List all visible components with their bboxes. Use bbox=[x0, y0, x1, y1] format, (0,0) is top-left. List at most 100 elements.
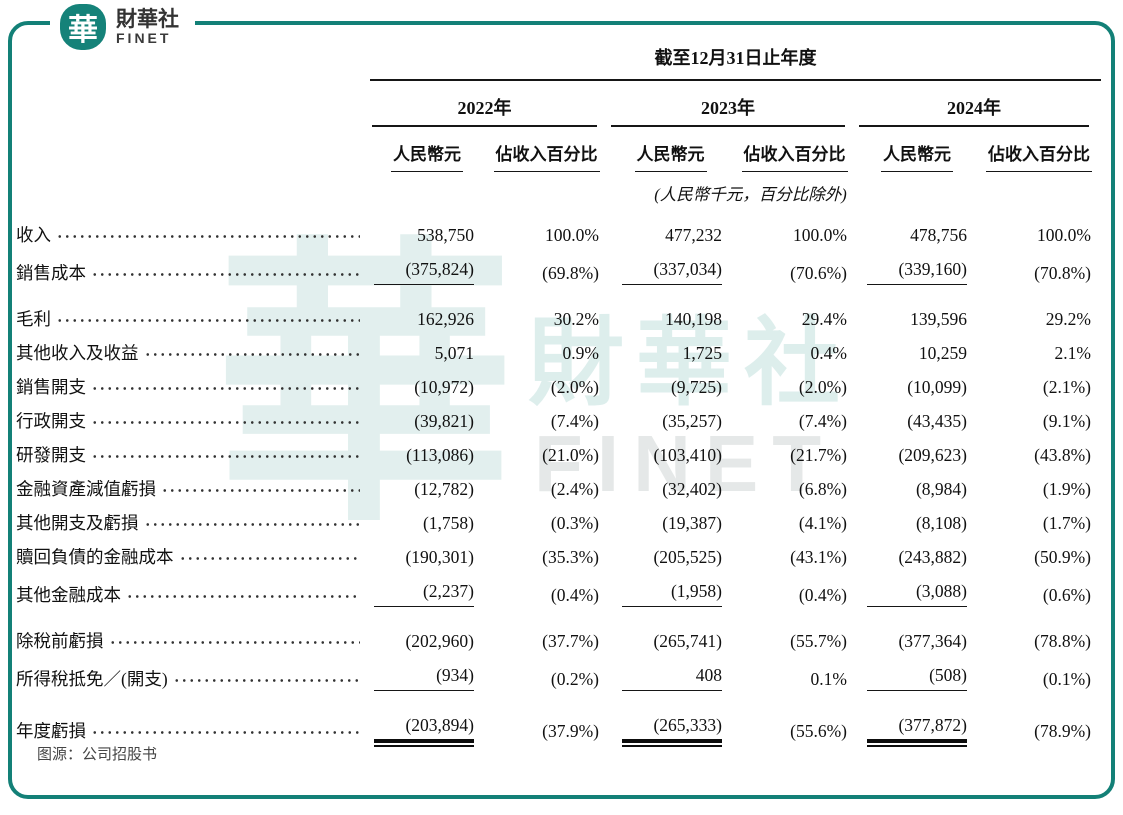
value-cell: 0.1% bbox=[810, 669, 847, 689]
value-cell: (55.7%) bbox=[790, 631, 847, 651]
row-label-text: 金融資產減值虧損 bbox=[16, 479, 156, 499]
subtotal-rule: (375,824) bbox=[374, 257, 474, 285]
value-cell: (934) bbox=[370, 658, 484, 696]
value-cell: (50.9%) bbox=[1034, 547, 1091, 567]
value-cell: (21.7%) bbox=[790, 445, 847, 465]
row-gap bbox=[16, 612, 1101, 624]
value-cell: 0.9% bbox=[562, 343, 599, 363]
value-cell: (19,387) bbox=[662, 513, 722, 533]
value-cell: (55.6%) bbox=[790, 721, 847, 741]
row-label-text: 銷售開支 bbox=[16, 377, 86, 397]
value-cell: (0.6%) bbox=[1042, 585, 1091, 605]
value-cell: (70.6%) bbox=[790, 263, 847, 283]
value-cell: (78.9%) bbox=[1034, 721, 1091, 741]
subtotal-rule: (508) bbox=[867, 663, 967, 691]
row-label: 金融資產減值虧損 bbox=[16, 472, 370, 506]
value-cell: (39,821) bbox=[414, 411, 474, 431]
row-label: 銷售開支 bbox=[16, 370, 370, 404]
value-cell: (203,894) bbox=[370, 708, 484, 748]
dot-leader bbox=[143, 523, 360, 526]
financial-statement: 截至12月31日止年度 2022年 2023年 2024年 人民幣元 佔收入百分… bbox=[16, 40, 1105, 748]
row-label: 其他開支及虧損 bbox=[16, 506, 370, 540]
brand-name-en: FINET bbox=[116, 29, 172, 46]
value-cell: (70.8%) bbox=[1034, 263, 1091, 283]
total-rule: (377,872) bbox=[867, 713, 967, 747]
row-label: 年度虧損 bbox=[16, 714, 370, 748]
row-label: 所得稅抵免／(開支) bbox=[16, 662, 370, 696]
value-cell: (3,088) bbox=[857, 574, 977, 612]
dot-leader bbox=[91, 731, 360, 734]
row-label-text: 其他金融成本 bbox=[16, 585, 121, 605]
value-cell: (37.7%) bbox=[542, 631, 599, 651]
value-cell: (78.8%) bbox=[1034, 631, 1091, 651]
value-cell: 478,756 bbox=[910, 225, 967, 245]
row-label: 銷售成本 bbox=[16, 256, 370, 290]
value-cell: (202,960) bbox=[405, 631, 474, 651]
year-header-2022: 2022年 bbox=[372, 81, 597, 127]
finet-logo-text: 財華社 FINET bbox=[116, 7, 179, 46]
value-cell: (2.0%) bbox=[550, 377, 599, 397]
row-label: 研發開支 bbox=[16, 438, 370, 472]
row-label-text: 其他收入及收益 bbox=[16, 343, 139, 363]
row-gap bbox=[16, 290, 1101, 302]
financial-table: 截至12月31日止年度 2022年 2023年 2024年 人民幣元 佔收入百分… bbox=[16, 40, 1105, 748]
value-cell: (7.4%) bbox=[550, 411, 599, 431]
value-cell: (209,623) bbox=[898, 445, 967, 465]
value-cell: (113,086) bbox=[406, 445, 474, 465]
value-cell: 538,750 bbox=[417, 225, 474, 245]
value-cell: (2.0%) bbox=[798, 377, 847, 397]
value-cell: 30.2% bbox=[553, 309, 599, 329]
value-cell: 5,071 bbox=[434, 343, 474, 363]
row-label-text: 銷售成本 bbox=[16, 263, 86, 283]
finet-logo: 華 財華社 FINET bbox=[50, 0, 195, 54]
subheader-pct-2023: 佔收入百分比 bbox=[732, 127, 857, 172]
table-span-title: 截至12月31日止年度 bbox=[370, 40, 1101, 81]
value-cell: (8,984) bbox=[915, 479, 967, 499]
value-cell: (1.9%) bbox=[1042, 479, 1091, 499]
row-label-text: 所得稅抵免／(開支) bbox=[16, 669, 168, 689]
dot-leader bbox=[56, 319, 360, 322]
subtotal-rule: (2,237) bbox=[374, 579, 474, 607]
subtotal-rule: (339,160) bbox=[867, 257, 967, 285]
subheader-pct-2022: 佔收入百分比 bbox=[484, 127, 609, 172]
dot-leader bbox=[91, 421, 360, 424]
row-label: 行政開支 bbox=[16, 404, 370, 438]
value-cell: 408 bbox=[609, 658, 732, 696]
value-cell: (43.8%) bbox=[1034, 445, 1091, 465]
dot-leader bbox=[126, 595, 360, 598]
subheader-money-2023: 人民幣元 bbox=[609, 127, 732, 172]
value-cell: 29.2% bbox=[1045, 309, 1091, 329]
image-source-caption: 图源：公司招股书 bbox=[37, 746, 158, 763]
value-cell: 100.0% bbox=[1037, 225, 1091, 245]
dot-leader bbox=[56, 235, 360, 238]
value-cell: 10,259 bbox=[918, 343, 967, 363]
row-gap bbox=[16, 696, 1101, 708]
dot-leader bbox=[91, 273, 360, 276]
row-label: 其他收入及收益 bbox=[16, 336, 370, 370]
value-cell: 477,232 bbox=[665, 225, 722, 245]
row-label-text: 其他開支及虧損 bbox=[16, 513, 139, 533]
total-rule: (265,333) bbox=[622, 713, 722, 747]
value-cell: (2.1%) bbox=[1042, 377, 1091, 397]
brand-name-cn: 財華社 bbox=[116, 7, 179, 31]
value-cell: (6.8%) bbox=[798, 479, 847, 499]
subtotal-rule: (1,958) bbox=[622, 579, 722, 607]
row-label-text: 除稅前虧損 bbox=[16, 631, 104, 651]
row-label: 收入 bbox=[16, 218, 370, 252]
value-cell: (4.1%) bbox=[798, 513, 847, 533]
value-cell: (0.2%) bbox=[550, 669, 599, 689]
value-cell: (10,099) bbox=[907, 377, 967, 397]
value-cell: (10,972) bbox=[414, 377, 474, 397]
value-cell: (43.1%) bbox=[790, 547, 847, 567]
value-cell: (0.4%) bbox=[798, 585, 847, 605]
row-label-text: 贖回負債的金融成本 bbox=[16, 547, 174, 567]
value-cell: 139,596 bbox=[910, 309, 967, 329]
value-cell: (32,402) bbox=[662, 479, 722, 499]
value-cell: (2,237) bbox=[370, 574, 484, 612]
value-cell: (243,882) bbox=[898, 547, 967, 567]
value-cell: (190,301) bbox=[405, 547, 474, 567]
subtotal-rule: (3,088) bbox=[867, 579, 967, 607]
value-cell: (35.3%) bbox=[542, 547, 599, 567]
subtotal-rule: (934) bbox=[374, 663, 474, 691]
finet-logo-icon: 華 bbox=[60, 4, 106, 50]
